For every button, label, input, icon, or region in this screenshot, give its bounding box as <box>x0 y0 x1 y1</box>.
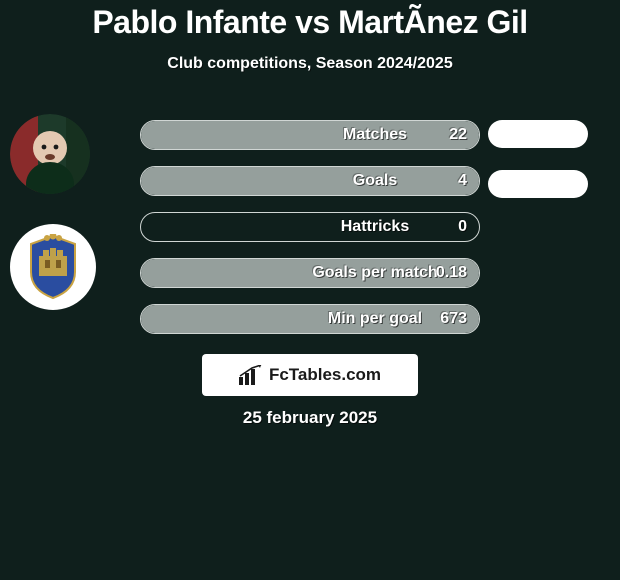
stat-label: Matches <box>141 126 479 144</box>
stat-row: Goals4 <box>140 166 480 196</box>
club-crest <box>10 224 96 310</box>
stat-value: 673 <box>440 310 467 328</box>
brand-text: FcTables.com <box>269 365 381 385</box>
player-photo <box>10 114 90 194</box>
avatar-placeholder-icon <box>10 114 90 194</box>
stat-value: 22 <box>449 126 467 144</box>
subtitle: Club competitions, Season 2024/2025 <box>0 55 620 73</box>
stat-row: Min per goal673 <box>140 304 480 334</box>
crest-icon <box>25 234 81 300</box>
stats-list: Matches22 Goals4 Hattricks0 Goals per match… <box>140 120 480 350</box>
stat-value: 0.18 <box>436 264 467 282</box>
stat-row: Goals per match0.18 <box>140 258 480 288</box>
right-pill-column <box>488 120 598 220</box>
page-title: Pablo Infante vs MartÃ­nez Gil <box>0 0 620 41</box>
stat-row: Matches22 <box>140 120 480 150</box>
left-avatar-column <box>10 114 110 310</box>
generated-date: 25 february 2025 <box>0 408 620 428</box>
brand-chart-icon <box>239 365 263 385</box>
comparison-card: Pablo Infante vs MartÃ­nez Gil Club comp… <box>0 0 620 73</box>
stat-label: Min per goal <box>141 310 479 328</box>
comparison-pill-2 <box>488 170 588 198</box>
stat-value: 0 <box>458 218 467 236</box>
stat-label: Goals <box>141 172 479 190</box>
stat-label: Hattricks <box>141 218 479 236</box>
stat-row: Hattricks0 <box>140 212 480 242</box>
stat-value: 4 <box>458 172 467 190</box>
comparison-pill-1 <box>488 120 588 148</box>
stat-label: Goals per match <box>141 264 479 282</box>
branding-badge[interactable]: FcTables.com <box>202 354 418 396</box>
